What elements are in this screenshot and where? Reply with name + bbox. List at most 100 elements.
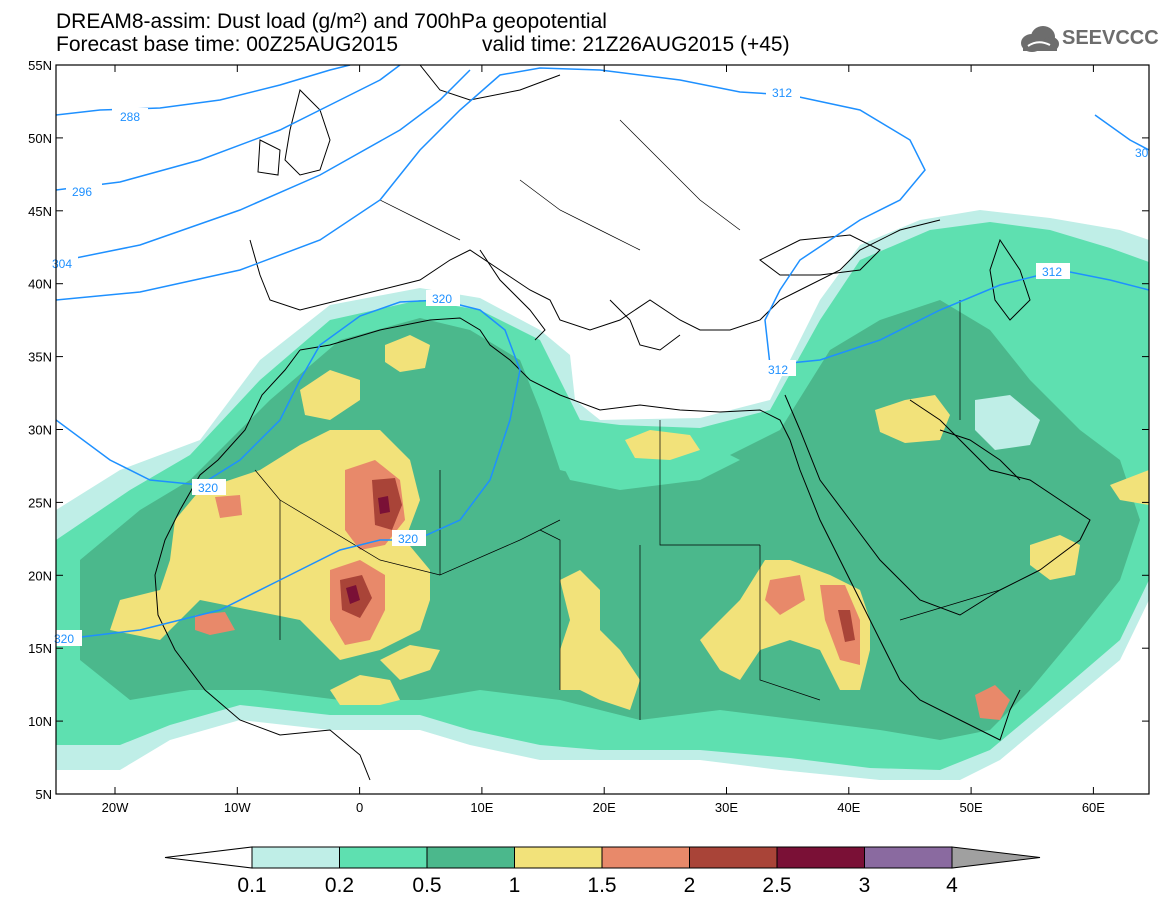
contour-304b	[56, 67, 926, 366]
dust-band-1.5-somalia	[975, 685, 1010, 720]
lat-label: 35N	[28, 350, 52, 365]
dust-band-1.0-niger	[380, 645, 440, 680]
colorbar-label: 4	[946, 874, 958, 897]
coast-greece	[609, 299, 681, 351]
lat-label: 45N	[28, 204, 52, 219]
contour-label-edge: 30	[1135, 146, 1149, 160]
contour-label-288: 288	[120, 110, 140, 124]
contour-label-304: 304	[52, 257, 72, 271]
dust-band-1.0-libya	[625, 430, 700, 460]
contour-label-bg	[52, 255, 78, 271]
logo-text: SEEVCCC	[1062, 27, 1159, 49]
lon-label: 50E	[960, 800, 983, 815]
coast-europe	[249, 219, 941, 331]
contour-label-bg	[192, 479, 226, 495]
lon-label: 10E	[470, 800, 493, 815]
contour-label-bg	[762, 360, 796, 376]
lat-label: 20N	[28, 568, 52, 583]
dust-band-1.0-iraq	[875, 395, 950, 443]
lat-label: 30N	[28, 423, 52, 438]
colorbar-labels: 0.1 0.2 0.5 1 1.5 2 2.5 3 4	[237, 874, 958, 897]
colorbar-label: 0.1	[237, 874, 266, 897]
coast-north-africa	[299, 317, 1021, 741]
colorbar-box	[514, 846, 603, 869]
border-europe-3	[619, 119, 741, 231]
lat-label: 10N	[28, 714, 52, 729]
contour-288	[56, 65, 351, 116]
dust-band-0.1-patch	[975, 395, 1040, 450]
dust-band-1.5-maur	[215, 495, 242, 518]
border-ethiopia	[759, 545, 821, 701]
colorbar-label: 1	[509, 874, 521, 897]
colorbar-box	[601, 846, 690, 869]
dust-band-1.0-north	[300, 370, 360, 420]
dust-band-1.0-atlas	[385, 335, 430, 372]
dust-band-1.5-sen	[195, 612, 235, 635]
border-sahara-2	[279, 499, 441, 576]
contour-label-320-d: 320	[54, 632, 74, 646]
colorbar-label: 0.2	[325, 874, 354, 897]
lon-label: 60E	[1082, 800, 1105, 815]
contour-label-bg	[766, 85, 800, 101]
contour-label-bg	[392, 530, 426, 546]
contour-label-312-b: 312	[768, 363, 788, 377]
contour-312	[769, 269, 1149, 366]
lon-label: 20W	[102, 800, 129, 815]
coast-italy	[479, 249, 546, 341]
lon-label: 40E	[837, 800, 860, 815]
contour-320	[56, 299, 521, 641]
colorbar-box	[776, 846, 865, 869]
dust-band-2.0-eritrea	[838, 610, 855, 642]
border-egypt	[659, 420, 760, 546]
valid-time: valid time: 21Z26AUG2015 (+45)	[482, 33, 790, 56]
lon-label: 20E	[593, 800, 616, 815]
seevccc-logo: SEEVCCC	[1018, 24, 1159, 56]
colorbar-arrow-low	[164, 846, 253, 869]
contour-312b	[1094, 114, 1149, 151]
lat-label: 55N	[28, 58, 52, 73]
contour-label-296: 296	[72, 185, 92, 199]
geopotential-contours	[56, 65, 1149, 641]
dust-band-2.5-core1	[378, 496, 390, 514]
chart-title-line1: DREAM8-assim: Dust load (g/m²) and 700hP…	[56, 10, 607, 33]
border-europe-2	[519, 179, 641, 251]
border-saudi	[899, 569, 1041, 621]
contour-label-320-c: 320	[398, 532, 418, 546]
contour-label-bg	[1036, 263, 1070, 279]
contour-label-312-a: 312	[772, 86, 792, 100]
coast-black-sea	[759, 234, 881, 276]
colorbar-box	[864, 846, 953, 869]
contour-label-bg	[66, 183, 102, 199]
dust-band-0.2-patch	[560, 440, 740, 490]
lat-label: 50N	[28, 131, 52, 146]
contour-label-bg	[52, 630, 82, 646]
coast-caspian	[989, 238, 1031, 321]
forecast-base-time: Forecast base time: 00Z25AUG2015	[56, 33, 399, 56]
dust-band-1.0-oman	[1030, 535, 1080, 580]
lon-label: 10W	[224, 800, 251, 815]
lat-label: 25N	[28, 495, 52, 510]
lat-label: 5N	[35, 787, 52, 802]
contour-296	[56, 65, 401, 191]
cloud-icon	[1021, 26, 1059, 52]
colorbar-box	[339, 846, 428, 869]
dust-band-1.5-sudan	[765, 575, 805, 615]
coast-uk	[257, 89, 331, 176]
coast-scandinavia	[419, 65, 561, 101]
lat-label: 15N	[28, 641, 52, 656]
colorbar-box	[426, 846, 515, 869]
border-europe-1	[379, 199, 461, 241]
border-chad	[539, 529, 561, 690]
contour-label-bg	[426, 290, 460, 306]
colorbar-label: 2.5	[762, 874, 791, 897]
longitude-labels: 20W 10W 0 10E 20E 30E 40E 50E 60E	[102, 800, 1106, 815]
colorbar-boxes	[164, 846, 1041, 869]
borders	[254, 119, 1041, 720]
lon-label: 30E	[715, 800, 738, 815]
dust-band-1.5-eritrea	[820, 585, 860, 665]
dust-band-1.0-arabia-east	[1110, 470, 1149, 505]
coast-west-africa	[154, 349, 371, 781]
contour-label-312-c: 312	[1042, 265, 1062, 279]
lat-label: 40N	[28, 277, 52, 292]
